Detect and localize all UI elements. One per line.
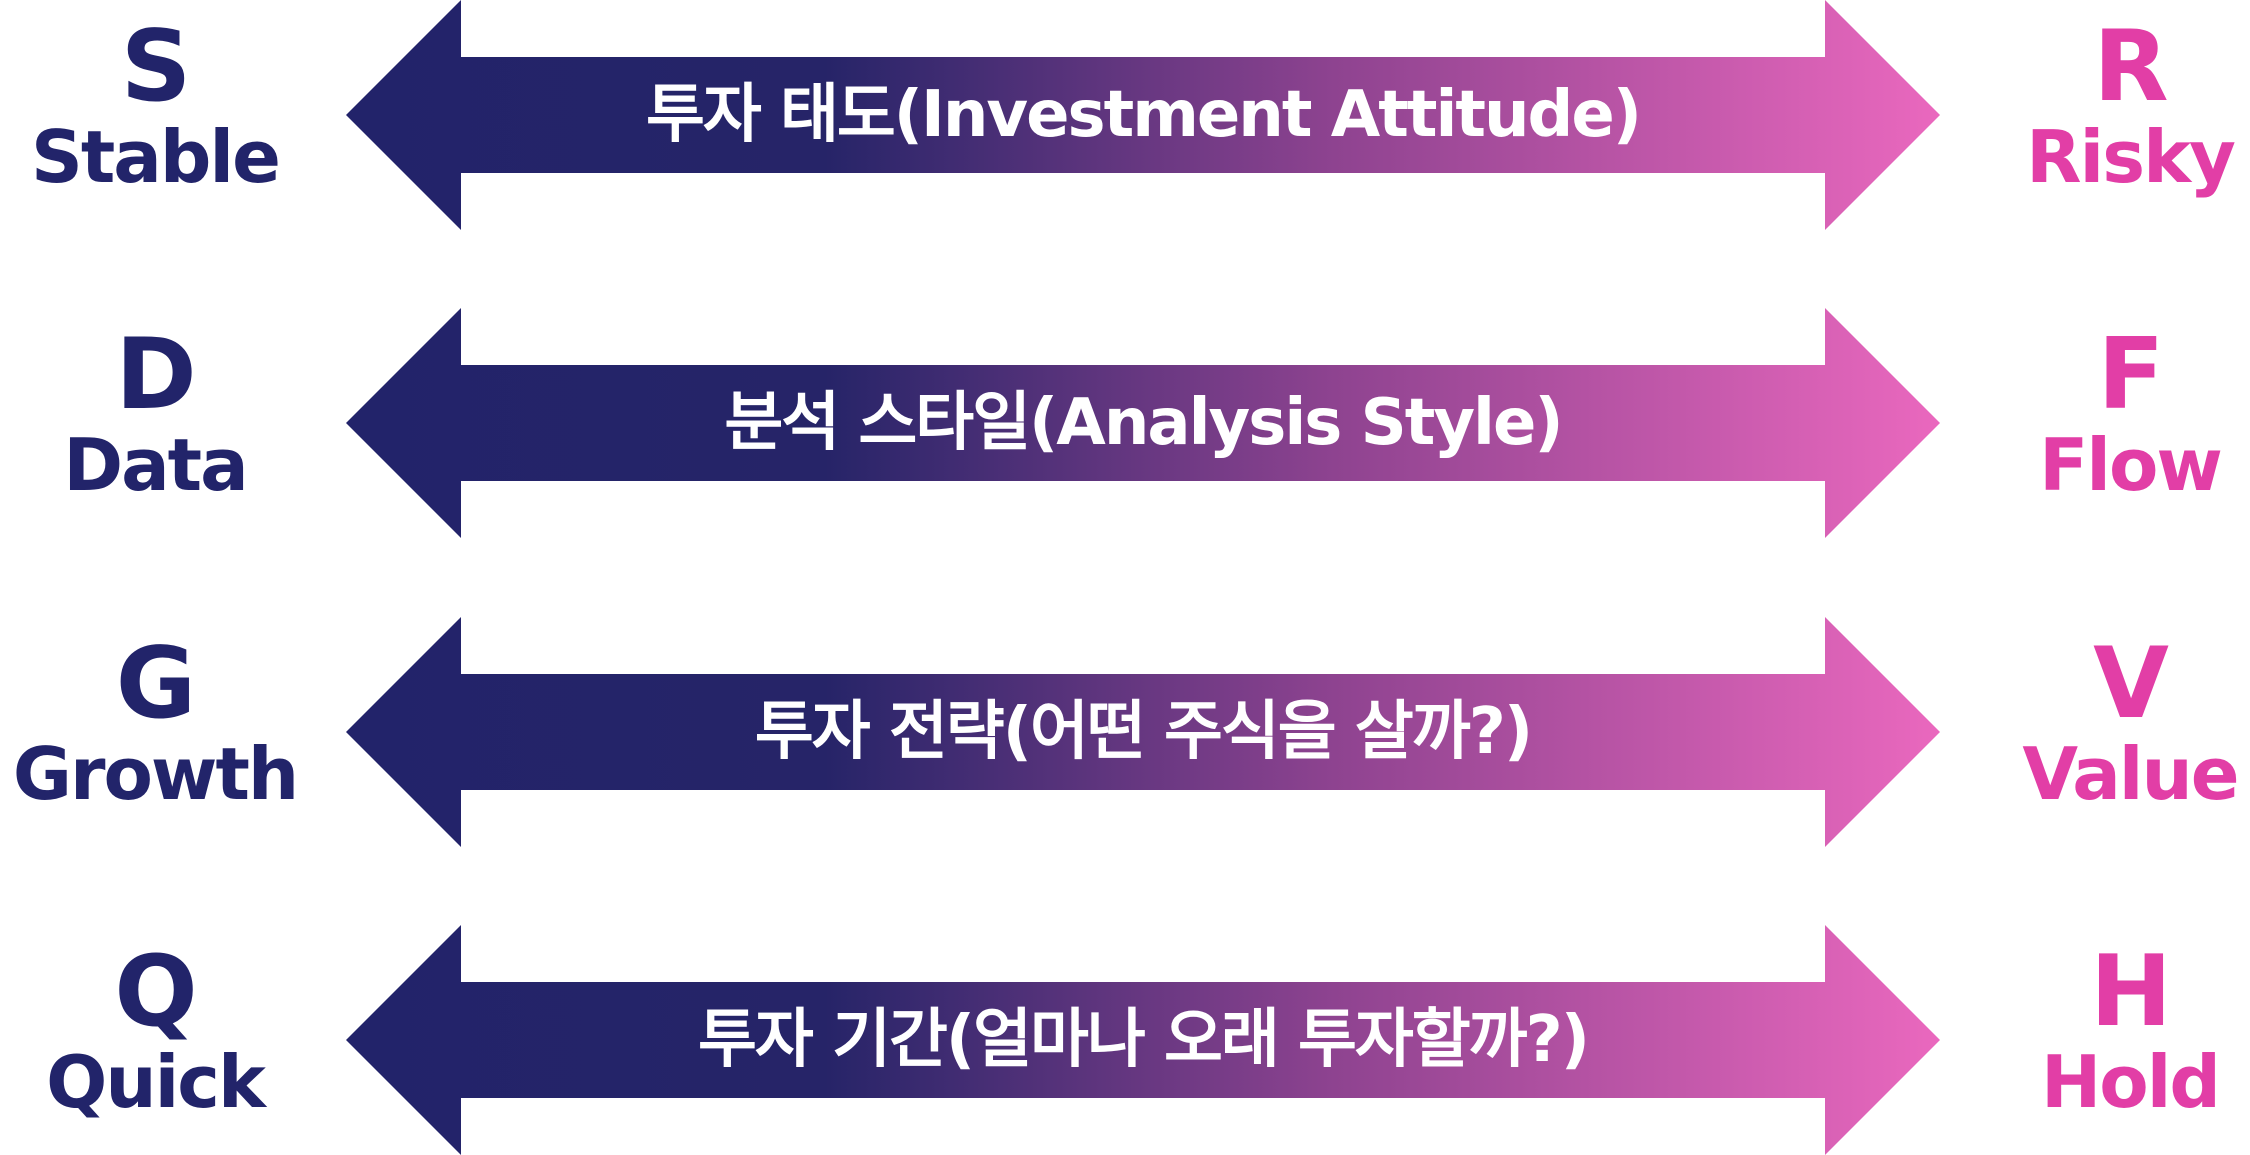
- left-pole-letter: D: [115, 318, 196, 432]
- axis-label: 투자 전략(어떤 주식을 살까?): [754, 695, 1533, 769]
- right-pole-letter: F: [2097, 318, 2165, 432]
- left-pole-letter: Q: [114, 935, 197, 1049]
- right-pole-hold: H Hold: [1975, 943, 2250, 1121]
- right-pole-letter: R: [2093, 10, 2168, 124]
- right-pole-value: V Value: [1975, 635, 2250, 813]
- double-arrow-shape: [346, 617, 1940, 847]
- axis-row-attitude: S Stable 투자 태도(Investment Attitude) R Ri…: [0, 0, 2250, 230]
- axis-row-analysis-style: D Data 분석 스타일(Analysis Style) F Flow: [0, 308, 2250, 538]
- axis-label: 투자 기간(얼마나 오래 투자할까?): [698, 1003, 1590, 1077]
- axis-row-strategy: G Growth 투자 전략(어떤 주식을 살까?) V Value: [0, 617, 2250, 847]
- double-arrow-shape: [346, 0, 1940, 230]
- double-arrow: [346, 308, 1940, 538]
- axis-label: 투자 태도(Investment Attitude): [645, 78, 1642, 152]
- right-pole-word: Risky: [2026, 115, 2236, 199]
- right-pole-word: Hold: [2041, 1040, 2221, 1124]
- right-pole-letter: V: [2093, 627, 2169, 741]
- double-arrow: [346, 925, 1940, 1155]
- left-pole-letter: G: [115, 627, 196, 741]
- left-pole-letter: S: [120, 10, 192, 124]
- left-pole-word: Quick: [46, 1040, 266, 1124]
- right-pole-letter: H: [2089, 935, 2172, 1049]
- left-pole-growth: G Growth: [0, 635, 310, 813]
- double-arrow: [346, 617, 1940, 847]
- right-pole-word: Flow: [2039, 423, 2223, 507]
- left-pole-word: Growth: [12, 732, 299, 816]
- double-arrow-shape: [346, 925, 1940, 1155]
- double-arrow-shape: [346, 308, 1940, 538]
- axis-row-period: Q Quick 투자 기간(얼마나 오래 투자할까?) H Hold: [0, 925, 2250, 1155]
- left-pole-stable: S Stable: [0, 18, 310, 196]
- left-pole-data: D Data: [0, 326, 310, 504]
- right-pole-risky: R Risky: [1975, 18, 2250, 196]
- axis-label: 분석 스타일(Analysis Style): [724, 386, 1563, 460]
- left-pole-word: Data: [63, 423, 248, 507]
- left-pole-quick: Q Quick: [0, 943, 310, 1121]
- double-arrow: [346, 0, 1940, 230]
- left-pole-word: Stable: [31, 115, 281, 199]
- right-pole-word: Value: [2022, 732, 2239, 816]
- right-pole-flow: F Flow: [1975, 326, 2250, 504]
